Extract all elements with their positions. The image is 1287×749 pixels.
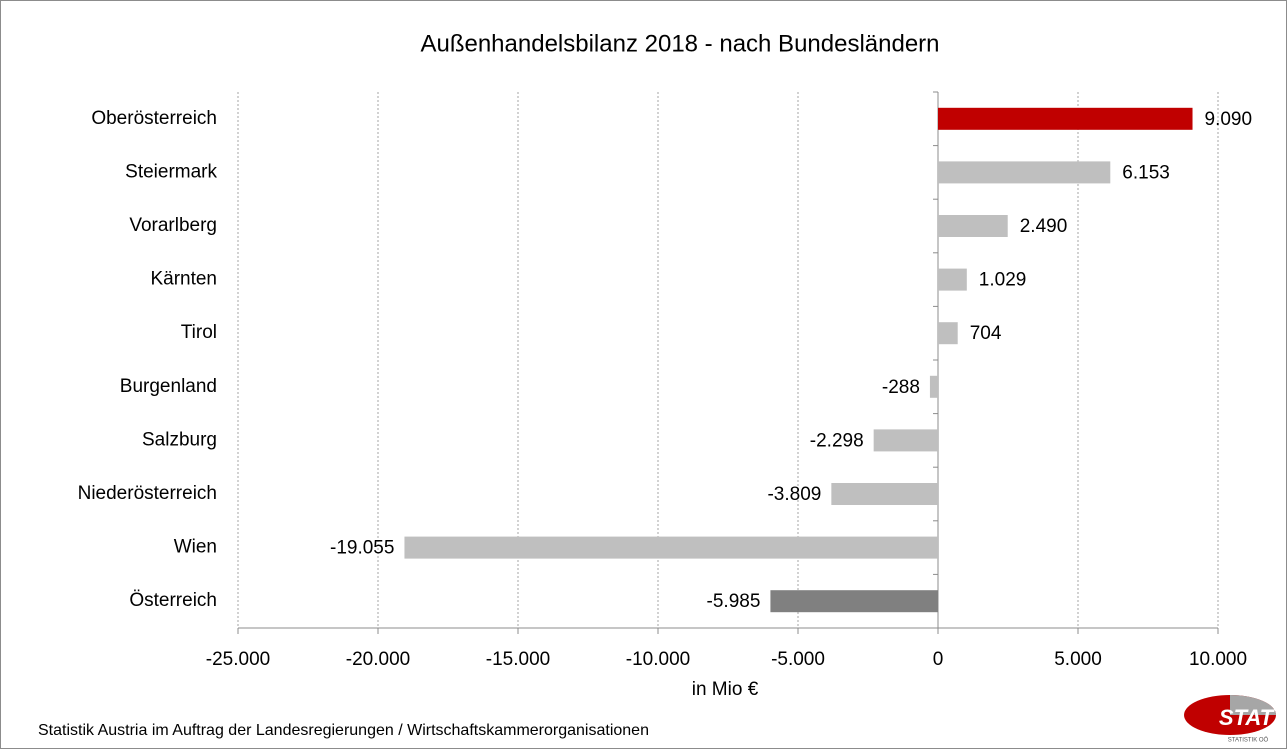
data-label: -288 [882,377,920,398]
bar [938,322,958,345]
data-label: -5.985 [707,591,761,612]
logo-text: STAT [1219,705,1275,730]
y-tick-label: Steiermark [125,161,217,182]
logo-segment [1230,695,1276,715]
x-tick-label: -15.000 [486,649,550,670]
bar [938,268,967,291]
x-tick-label: -5.000 [771,649,825,670]
y-tick-label: Kärnten [150,269,217,290]
bar [938,161,1111,184]
data-label: 9.090 [1205,109,1253,130]
x-tick-label: -10.000 [626,649,690,670]
logo: STAT STATISTIK OÖ [1184,695,1276,744]
y-tick-label: Tirol [181,322,217,343]
x-axis-label: in Mio € [692,679,759,700]
x-tick-label: 10.000 [1189,649,1247,670]
data-label: -3.809 [767,484,821,505]
bar [938,215,1008,237]
data-label: -19.055 [330,538,394,559]
chart-title: Außenhandelsbilanz 2018 - nach Bundeslän… [420,30,939,57]
y-tick-label: Niederösterreich [78,483,217,504]
y-tick-label: Österreich [129,590,217,611]
y-tick-label: Vorarlberg [129,215,217,236]
bar [770,590,938,613]
x-tick-label: 0 [933,649,944,670]
x-tick-label: 5.000 [1054,649,1102,670]
logo-subtext: STATISTIK OÖ [1228,737,1269,744]
source: Statistik Austria im Auftrag der Landesr… [38,722,649,739]
data-label: 1.029 [979,270,1027,291]
data-label: 2.490 [1020,216,1068,237]
bar [929,375,938,398]
y-tick-label: Oberösterreich [91,108,217,129]
x-tick-label: -25.000 [206,649,270,670]
data-label: 6.153 [1122,162,1170,183]
bar [938,107,1193,130]
y-tick-label: Salzburg [142,429,217,450]
data-label: -2.298 [810,430,864,451]
bar [873,429,938,452]
bar [831,483,938,505]
y-tick-label: Wien [174,537,217,558]
y-tick-label: Burgenland [120,376,217,397]
x-tick-label: -20.000 [346,649,410,670]
data-label: 704 [970,323,1002,344]
bar [404,536,939,559]
